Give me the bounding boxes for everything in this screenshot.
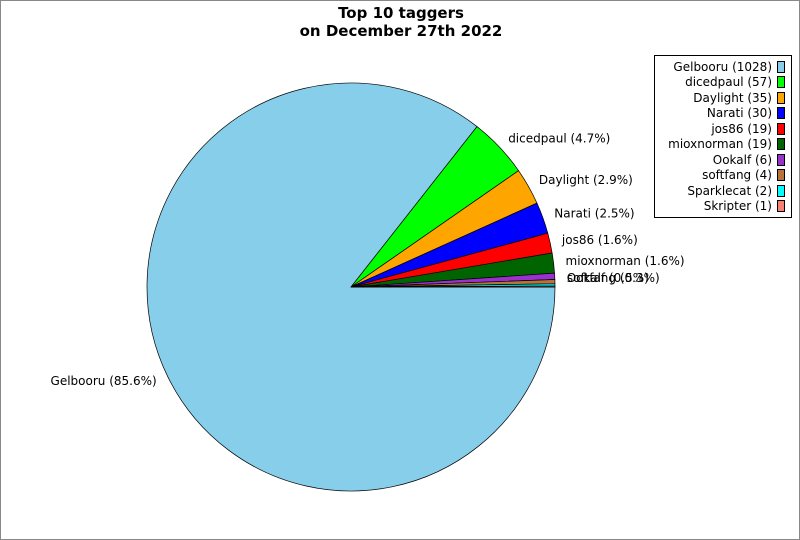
- legend-item-daylight: Daylight (35): [659, 90, 785, 106]
- slice-label-softfang: softfang (0.3%): [567, 271, 660, 285]
- pie-slice-labels: Gelbooru (85.6%) dicedpaul (4.7%) Daylight…: [51, 131, 685, 388]
- chart-title: Top 10 taggers on December 27th 2022: [1, 4, 799, 40]
- legend-item-mioxnorman: mioxnorman (19): [659, 137, 785, 153]
- legend-label: softfang (4): [702, 168, 772, 183]
- slice-label-ookalf: Ookalf (0.5%): [567, 271, 649, 285]
- legend-label: dicedpaul (57): [685, 75, 772, 90]
- legend-label: Skripter (1): [703, 199, 772, 214]
- legend-swatch: [777, 76, 785, 89]
- slice-label-narati: Narati (2.5%): [554, 206, 634, 220]
- legend-item-softfang: softfang (4): [659, 168, 785, 184]
- legend-swatch: [777, 60, 785, 73]
- chart-legend: Gelbooru (1028) dicedpaul (57) Daylight (3…: [654, 55, 792, 218]
- legend-label: Ookalf (6): [712, 152, 772, 167]
- legend-item-dicedpaul: dicedpaul (57): [659, 75, 785, 91]
- legend-swatch: [777, 169, 785, 182]
- chart-title-line-1: Top 10 taggers: [338, 4, 464, 22]
- slice-label-mioxnorman: mioxnorman (1.6%): [566, 254, 685, 268]
- chart-title-line-2: on December 27th 2022: [299, 22, 503, 40]
- pie-slice-skripter: [350, 285, 556, 288]
- legend-label: jos86 (19): [711, 121, 772, 136]
- slice-label-jos86: jos86 (1.6%): [561, 233, 638, 247]
- legend-swatch: [777, 153, 785, 166]
- legend-swatch: [777, 138, 785, 151]
- legend-item-narati: Narati (30): [659, 106, 785, 122]
- legend-swatch: [777, 184, 785, 197]
- legend-item-gelbooru: Gelbooru (1028): [659, 59, 785, 75]
- pie-slices: [146, 82, 556, 492]
- legend-label: mioxnorman (19): [668, 137, 772, 152]
- legend-swatch: [777, 122, 785, 135]
- legend-label: Gelbooru (1028): [673, 59, 772, 74]
- legend-swatch: [777, 107, 785, 120]
- legend-item-sparklecat: Sparklecat (2): [659, 183, 785, 199]
- slice-label-dicedpaul: dicedpaul (4.7%): [508, 131, 610, 145]
- legend-label: Daylight (35): [693, 90, 772, 105]
- legend-item-skripter: Skripter (1): [659, 199, 785, 215]
- legend-label: Sparklecat (2): [687, 183, 772, 198]
- legend-label: Narati (30): [706, 106, 772, 121]
- legend-item-jos86: jos86 (19): [659, 121, 785, 137]
- legend-swatch: [777, 91, 785, 104]
- legend-item-ookalf: Ookalf (6): [659, 152, 785, 168]
- legend-swatch: [777, 200, 785, 213]
- slice-label-daylight: Daylight (2.9%): [539, 173, 633, 187]
- slice-label-gelbooru: Gelbooru (85.6%): [51, 374, 157, 388]
